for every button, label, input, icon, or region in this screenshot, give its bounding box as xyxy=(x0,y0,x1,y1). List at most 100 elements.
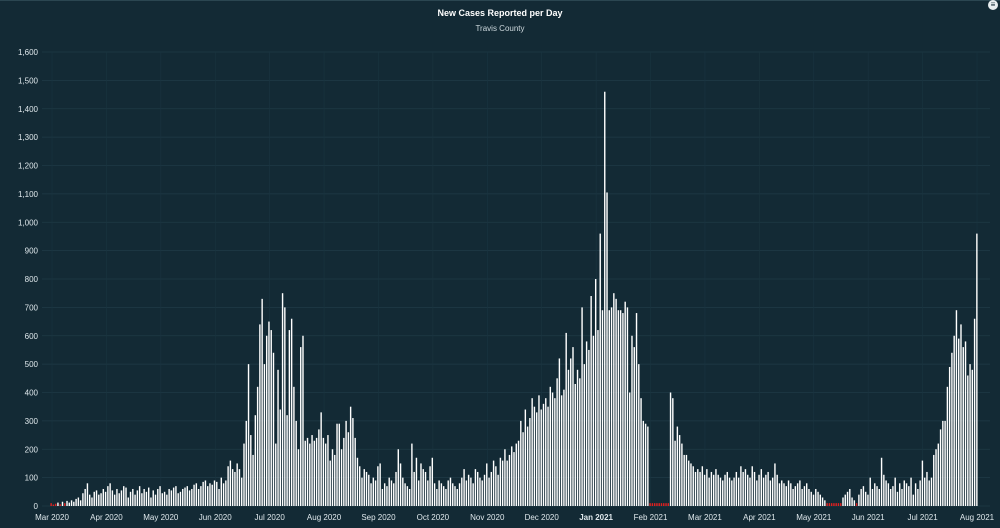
bar[interactable] xyxy=(461,477,463,507)
bar[interactable] xyxy=(955,310,958,506)
bar[interactable] xyxy=(206,486,209,506)
bar[interactable] xyxy=(812,494,815,506)
bar[interactable] xyxy=(467,474,470,506)
bar[interactable] xyxy=(894,477,896,507)
bar[interactable] xyxy=(699,471,701,506)
bar[interactable] xyxy=(511,446,513,506)
bar[interactable] xyxy=(658,503,660,506)
bar[interactable] xyxy=(663,503,665,506)
bar[interactable] xyxy=(209,483,211,506)
bar[interactable] xyxy=(499,457,502,506)
bar[interactable] xyxy=(413,471,415,506)
bar[interactable] xyxy=(826,503,828,506)
bar[interactable] xyxy=(971,369,974,506)
bar[interactable] xyxy=(962,347,964,506)
bar[interactable] xyxy=(683,454,685,506)
bar[interactable] xyxy=(488,477,490,507)
bar[interactable] xyxy=(958,338,960,506)
bar[interactable] xyxy=(284,307,286,507)
bar[interactable] xyxy=(885,480,887,506)
bar[interactable] xyxy=(554,398,556,506)
bar[interactable] xyxy=(724,474,726,506)
bar[interactable] xyxy=(629,392,631,507)
bar[interactable] xyxy=(134,494,136,506)
bar[interactable] xyxy=(740,466,742,506)
bar[interactable] xyxy=(728,477,731,507)
bar[interactable] xyxy=(61,501,64,506)
bar[interactable] xyxy=(420,463,422,506)
bar[interactable] xyxy=(497,474,499,506)
bar[interactable] xyxy=(250,435,252,506)
bar[interactable] xyxy=(767,471,769,506)
bar[interactable] xyxy=(452,483,454,506)
bar[interactable] xyxy=(869,477,871,507)
bar[interactable] xyxy=(903,480,905,506)
bar[interactable] xyxy=(815,488,817,506)
bar[interactable] xyxy=(608,310,610,506)
bar[interactable] xyxy=(359,466,361,506)
bar[interactable] xyxy=(98,494,100,506)
bar[interactable] xyxy=(458,483,461,506)
bar[interactable] xyxy=(651,503,654,506)
bar[interactable] xyxy=(70,500,73,506)
bar[interactable] xyxy=(438,480,440,506)
bar[interactable] xyxy=(304,440,306,506)
bar[interactable] xyxy=(374,480,377,506)
bar[interactable] xyxy=(243,443,245,506)
bar[interactable] xyxy=(191,488,193,506)
bar[interactable] xyxy=(635,313,638,506)
bar[interactable] xyxy=(465,480,468,506)
bar[interactable] xyxy=(930,477,933,507)
bar[interactable] xyxy=(261,298,263,506)
bar[interactable] xyxy=(560,395,563,506)
bar[interactable] xyxy=(712,474,715,506)
bar[interactable] xyxy=(111,490,114,506)
bar[interactable] xyxy=(225,480,227,506)
bar[interactable] xyxy=(52,504,55,506)
bar[interactable] xyxy=(424,471,427,506)
bar[interactable] xyxy=(678,435,681,506)
bar[interactable] xyxy=(796,483,799,506)
bar[interactable] xyxy=(744,469,747,506)
bar[interactable] xyxy=(86,483,89,506)
bar[interactable] xyxy=(919,480,921,506)
bar[interactable] xyxy=(912,494,915,506)
bar[interactable] xyxy=(229,460,232,506)
bar[interactable] xyxy=(145,491,148,506)
bar[interactable] xyxy=(926,471,928,506)
bar[interactable] xyxy=(946,386,949,506)
bar[interactable] xyxy=(222,483,225,506)
bar[interactable] xyxy=(719,477,722,507)
bar[interactable] xyxy=(674,440,676,506)
bar[interactable] xyxy=(259,324,261,506)
bar[interactable] xyxy=(824,500,826,506)
bar[interactable] xyxy=(216,481,218,506)
bar[interactable] xyxy=(116,488,118,506)
bar[interactable] xyxy=(840,503,842,506)
bar[interactable] xyxy=(551,392,554,507)
bar[interactable] xyxy=(354,437,356,506)
bar[interactable] xyxy=(390,480,393,506)
bar[interactable] xyxy=(286,415,288,506)
bar[interactable] xyxy=(817,491,819,506)
bar[interactable] xyxy=(422,469,424,506)
bar[interactable] xyxy=(490,471,493,506)
bar[interactable] xyxy=(483,474,486,506)
bar[interactable] xyxy=(175,486,177,506)
bar[interactable] xyxy=(404,483,406,506)
bar[interactable] xyxy=(864,491,867,506)
bar[interactable] xyxy=(150,497,152,506)
bar[interactable] xyxy=(640,398,642,506)
bar[interactable] xyxy=(372,477,375,507)
bar[interactable] xyxy=(892,486,894,506)
bar[interactable] xyxy=(653,503,656,506)
bar[interactable] xyxy=(522,432,524,506)
bar[interactable] xyxy=(805,483,808,506)
bar[interactable] xyxy=(604,91,606,506)
bar[interactable] xyxy=(762,477,765,507)
bar[interactable] xyxy=(89,494,91,506)
bar[interactable] xyxy=(794,486,797,506)
bar[interactable] xyxy=(624,301,626,506)
bar[interactable] xyxy=(182,488,184,506)
bar[interactable] xyxy=(592,335,595,506)
